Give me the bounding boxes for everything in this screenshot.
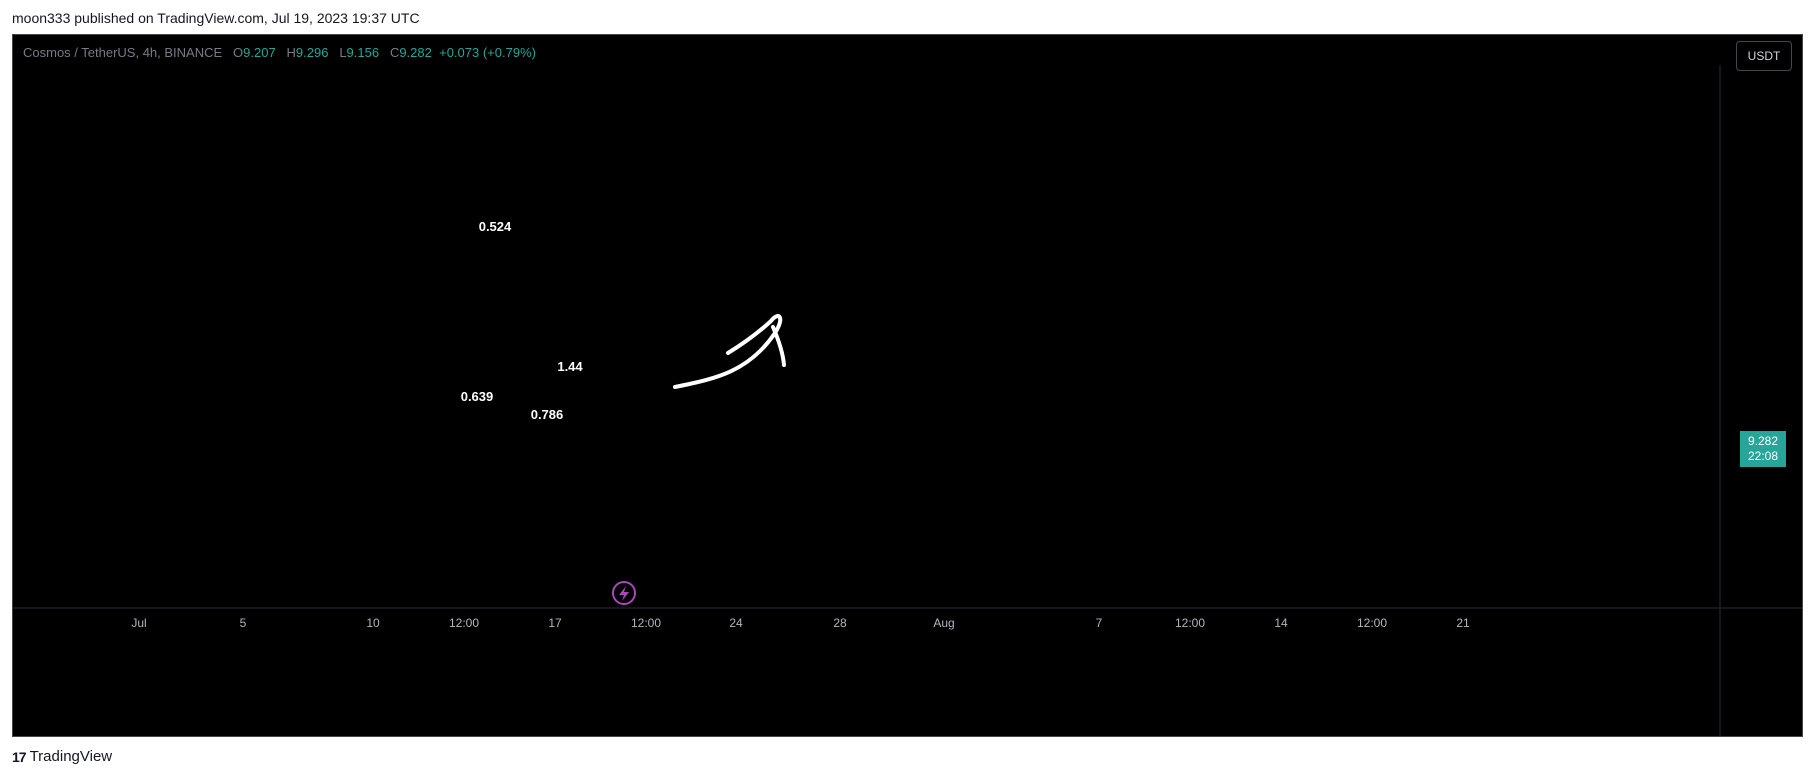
- time-tick-label: 12:00: [449, 616, 479, 630]
- time-tick-label: 10: [366, 616, 380, 630]
- time-tick-label: 17: [548, 616, 562, 630]
- legend-o-label: O: [233, 45, 244, 60]
- footer-brand-name: TradingView: [29, 748, 113, 765]
- pattern-ratio-label: 0.639: [461, 389, 494, 404]
- time-tick-label: Jul: [131, 616, 146, 630]
- pattern-ratio-label: 0.524: [479, 219, 512, 234]
- time-tick-label: 28: [833, 616, 847, 630]
- time-tick-label: 12:00: [1175, 616, 1205, 630]
- time-tick-label: 21: [1456, 616, 1470, 630]
- legend-c-label: C: [389, 45, 400, 60]
- time-tick-label: 5: [240, 616, 247, 630]
- legend-l-label: L: [339, 45, 347, 60]
- time-tick-label: 14: [1274, 616, 1288, 630]
- publisher-header: moon333 published on TradingView.com, Ju…: [12, 10, 420, 26]
- legend-open: 9.207: [243, 45, 276, 60]
- hand-drawn-arrow: [673, 314, 786, 389]
- pattern-ratio-label: 0.786: [531, 407, 564, 422]
- bar-countdown: 22:08: [1747, 449, 1779, 463]
- legend-close: 9.282: [399, 45, 432, 60]
- pattern-ratio-label: 1.44: [557, 359, 583, 374]
- symbol-legend: Cosmos / TetherUS, 4h, BINANCE O9.207 H9…: [23, 45, 536, 60]
- lightning-bolt-icon: [619, 586, 629, 601]
- time-tick-label: 7: [1096, 616, 1103, 630]
- last-price-badge: 9.282 22:08: [1740, 431, 1786, 467]
- lightning-event-icon: [612, 581, 636, 605]
- chart-area[interactable]: 1.618(10.951)1.272(10.582)1(10.291)0.786…: [12, 34, 1803, 737]
- legend-h-label: H: [286, 45, 296, 60]
- time-tick-label: 24: [729, 616, 743, 630]
- time-tick-label: Aug: [933, 616, 954, 630]
- footer-brand[interactable]: 17 TradingView: [12, 748, 112, 765]
- time-tick-label: 12:00: [1357, 616, 1387, 630]
- chart-canvas[interactable]: 1.618(10.951)1.272(10.582)1(10.291)0.786…: [13, 35, 1803, 737]
- legend-change: +0.073 (+0.79%): [439, 45, 536, 60]
- last-price: 9.282: [1747, 434, 1779, 448]
- legend-symbol: Cosmos / TetherUS, 4h, BINANCE: [23, 45, 223, 60]
- legend-low: 9.156: [346, 45, 380, 60]
- currency-button[interactable]: USDT: [1736, 41, 1792, 71]
- time-tick-label: 12:00: [631, 616, 661, 630]
- legend-high: 9.296: [295, 45, 329, 60]
- tradingview-logo-icon: 17: [12, 748, 27, 765]
